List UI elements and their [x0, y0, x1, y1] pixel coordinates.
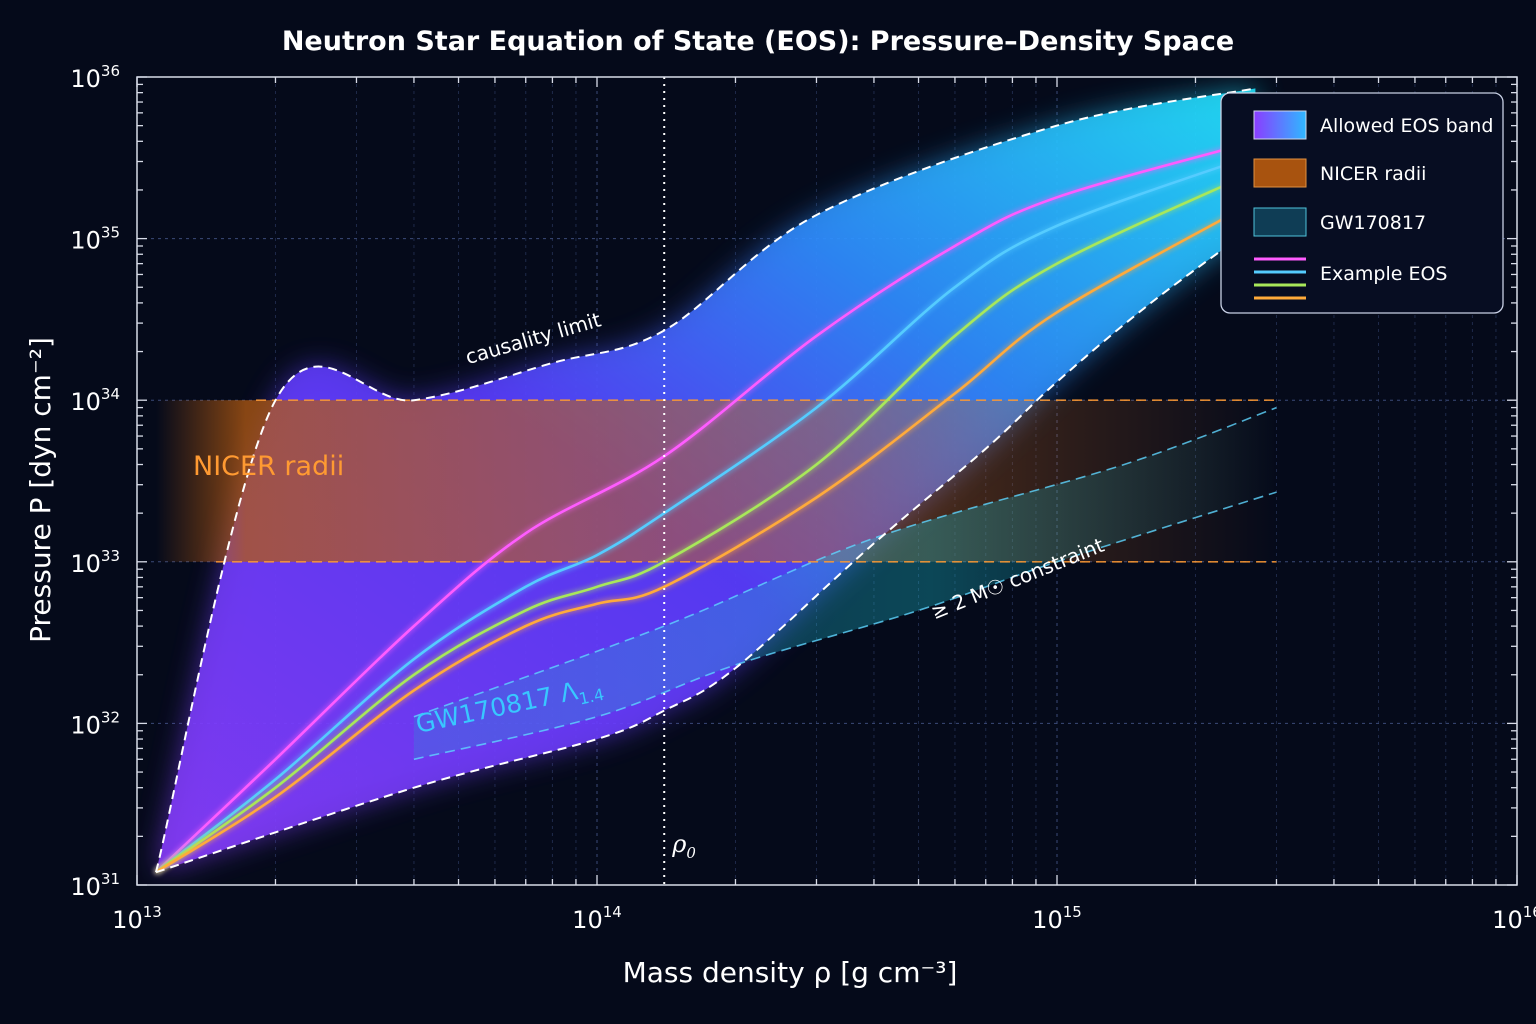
eos-curve-3: [155, 170, 1256, 874]
legend-label: Example EOS: [1320, 263, 1448, 285]
y-tick-label: 1031: [70, 870, 120, 901]
y-tick-label: 1033: [70, 547, 120, 578]
x-tick-label: 1013: [112, 903, 162, 934]
two-msun-constraint-line: [155, 224, 1256, 874]
nicer-band-label: NICER radii: [193, 451, 344, 482]
eos-curve-4: [155, 200, 1257, 874]
legend: Allowed EOS band NICER radii GW170817 Examp…: [1220, 92, 1504, 314]
y-tick-label: 1035: [70, 224, 120, 255]
x-axis-title: Mass density ρ [g cm⁻³]: [623, 956, 958, 989]
chart-title: Neutron Star Equation of State (EOS): Pr…: [282, 26, 1234, 57]
x-tick-label: 1015: [1032, 903, 1082, 934]
legend-swatch-nicer: [1253, 158, 1307, 188]
y-tick-label: 1032: [70, 708, 120, 739]
x-tick-label: 1014: [572, 903, 622, 934]
legend-swatch-gw170817: [1253, 207, 1307, 237]
causality-limit-line: [155, 87, 1256, 873]
y-tick-label: 1034: [70, 385, 120, 416]
legend-label: Allowed EOS band: [1320, 115, 1493, 137]
y-tick-label: 1036: [70, 62, 120, 93]
gw170817-upper-line: [413, 406, 1277, 718]
y-axis-title: Pressure P [dyn cm⁻²]: [24, 337, 57, 643]
plot-frame: [136, 76, 1518, 886]
rho0-label: ρ0: [671, 830, 696, 862]
legend-swatch-allowed-band: [1253, 110, 1307, 140]
gw170817-lower-line: [413, 491, 1277, 761]
x-tick-label: 1016: [1492, 903, 1536, 934]
gw170817-band: [413, 407, 1277, 760]
legend-label: NICER radii: [1320, 163, 1426, 185]
eos-curve-2: [155, 153, 1256, 874]
legend-label: GW170817: [1320, 212, 1426, 234]
